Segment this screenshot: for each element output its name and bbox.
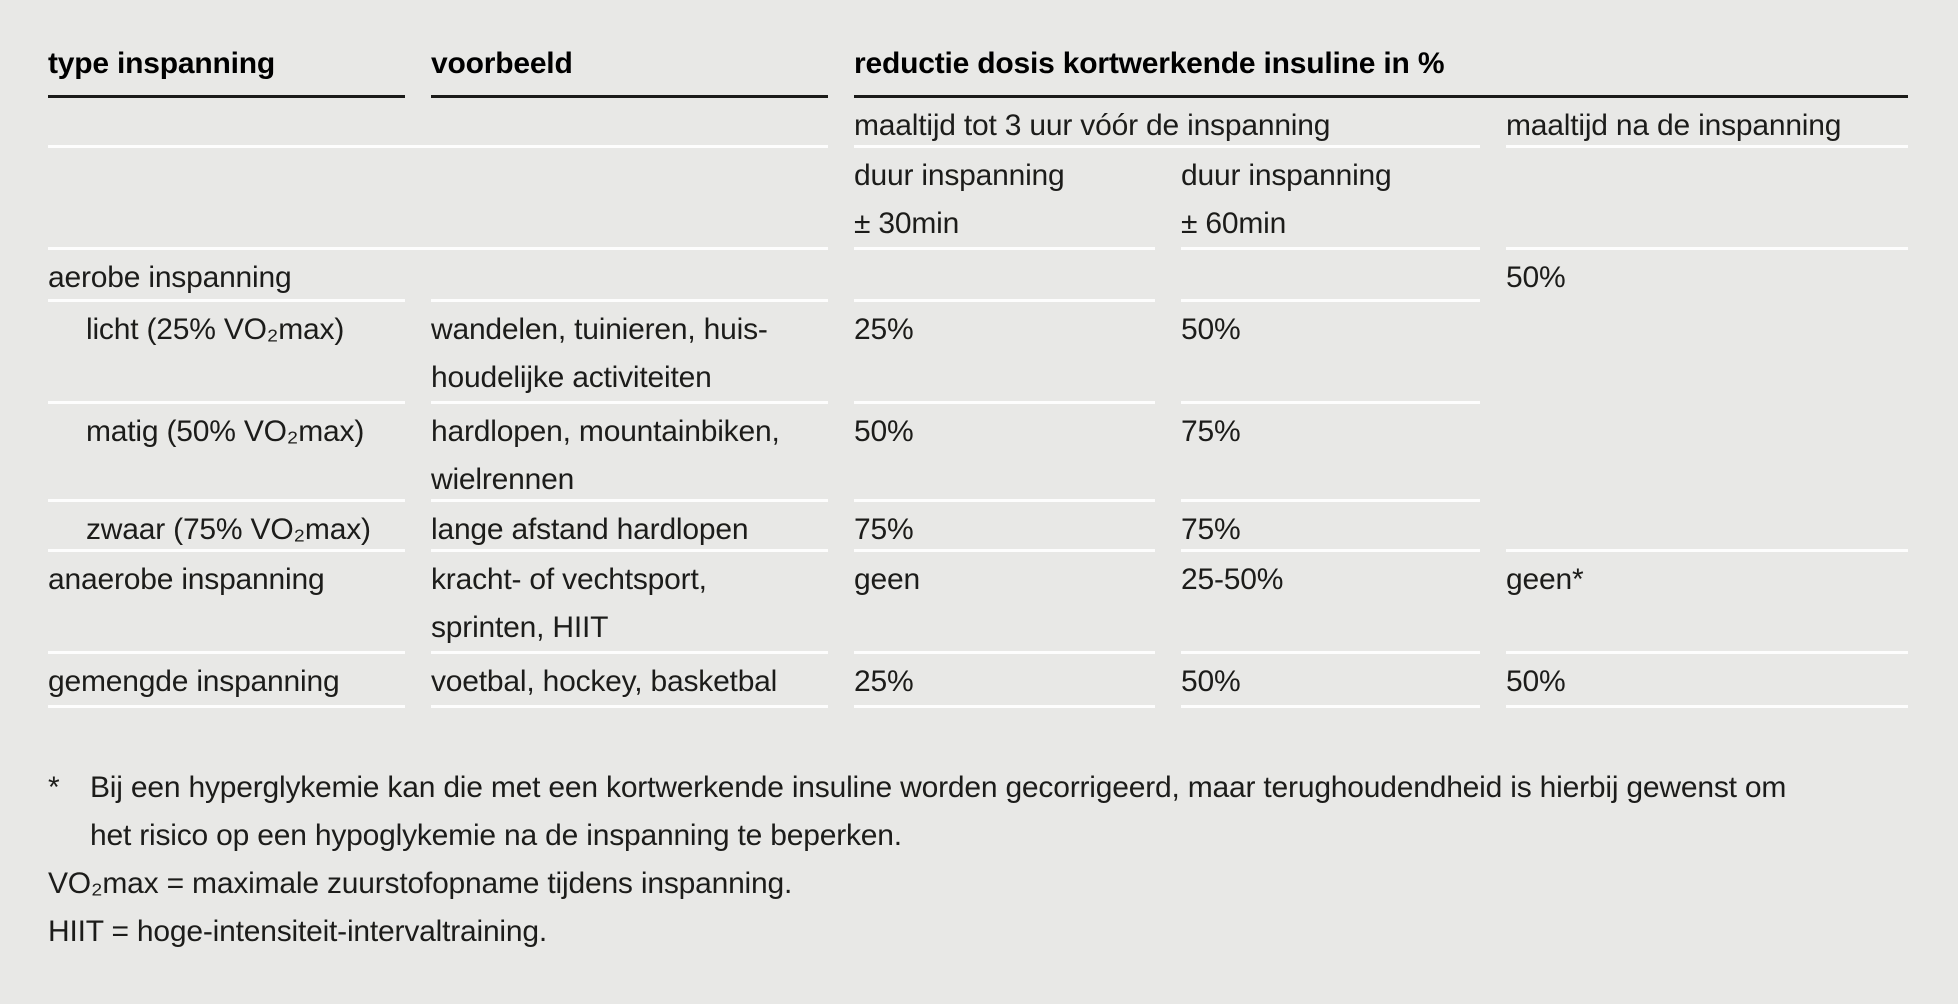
insulin-reduction-table: type inspanning voorbeeld reductie dosis… <box>48 40 1908 708</box>
cell-zwaar-duur30: 75% <box>854 502 1155 552</box>
cell-type-zwaar: zwaar (75% VO₂max) <box>48 502 405 552</box>
cell-gemengde-maaltijd-na: 50% <box>1506 654 1908 708</box>
duur-30-line-1: duur inspanning <box>854 159 1065 192</box>
cell-anaerobe-duur60: 25-50% <box>1181 552 1480 654</box>
cell-type-anaerobe: anaerobe inspanning <box>48 552 405 654</box>
cell-zwaar-duur60: 75% <box>1181 502 1480 552</box>
cell-voorbeeld-matig: hardlopen, mountainbiken, wielrennen <box>431 404 828 502</box>
duur-60-line-1: duur inspanning <box>1181 159 1392 192</box>
cell-aerobe-maaltijd-na: 50% <box>1506 250 1908 552</box>
empty-cell <box>48 98 828 148</box>
cell-licht-duur60: 50% <box>1181 302 1480 404</box>
cell-matig-duur60: 75% <box>1181 404 1480 502</box>
empty-cell <box>431 250 828 302</box>
duur-60-line-2: ± 60min <box>1181 207 1287 240</box>
footnote-asterisk-line-2: het risico op een hypoglykemie na de ins… <box>90 819 902 852</box>
cell-type-matig: matig (50% VO₂max) <box>48 404 405 502</box>
footnote-asterisk-line-1: Bij een hyperglykemie kan die met een ko… <box>90 771 1787 804</box>
col-header-type-inspanning: type inspanning <box>48 40 405 98</box>
footnotes: * Bij een hyperglykemie kan die met een … <box>48 764 1958 956</box>
cell-anaerobe-maaltijd-na: geen* <box>1506 552 1908 654</box>
cell-type-gemengde: gemengde inspanning <box>48 654 405 708</box>
asterisk-marker: * <box>48 771 60 804</box>
col-header-duur-60min: duur inspanning ± 60min <box>1181 148 1480 250</box>
cell-voorbeeld-anaerobe: kracht- of vechtsport, sprinten, HIIT <box>431 552 828 654</box>
empty-cell <box>854 250 1155 302</box>
cell-licht-duur30: 25% <box>854 302 1155 404</box>
footnote-asterisk: * Bij een hyperglykemie kan die met een … <box>48 764 1958 860</box>
col-header-maaltijd-na: maaltijd na de inspanning <box>1506 98 1908 148</box>
cell-matig-duur30: 50% <box>854 404 1155 502</box>
cell-voorbeeld-gemengde: voetbal, hockey, basketbal <box>431 654 828 708</box>
footnote-vo2max: VO₂max = maximale zuurstofopname tijdens… <box>48 867 793 900</box>
col-header-voorbeeld: voorbeeld <box>431 40 828 98</box>
col-header-maaltijd-voor: maaltijd tot 3 uur vóór de inspanning <box>854 98 1480 148</box>
cell-type-aerobe: aerobe inspanning <box>48 250 405 302</box>
cell-anaerobe-duur30: geen <box>854 552 1155 654</box>
empty-cell <box>48 148 828 250</box>
empty-cell <box>1181 250 1480 302</box>
cell-voorbeeld-licht: wandelen, tuinieren, huis- houdelijke ac… <box>431 302 828 404</box>
cell-voorbeeld-zwaar: lange afstand hardlopen <box>431 502 828 552</box>
col-header-duur-30min: duur inspanning ± 30min <box>854 148 1155 250</box>
cell-gemengde-duur60: 50% <box>1181 654 1480 708</box>
footnote-hiit: HIIT = hoge-intensiteit-intervaltraining… <box>48 915 548 948</box>
empty-cell <box>1506 148 1908 250</box>
col-header-reductie-dosis: reductie dosis kortwerkende insuline in … <box>854 40 1908 98</box>
duur-30-line-2: ± 30min <box>854 207 960 240</box>
cell-type-licht: licht (25% VO₂max) <box>48 302 405 404</box>
cell-gemengde-duur30: 25% <box>854 654 1155 708</box>
